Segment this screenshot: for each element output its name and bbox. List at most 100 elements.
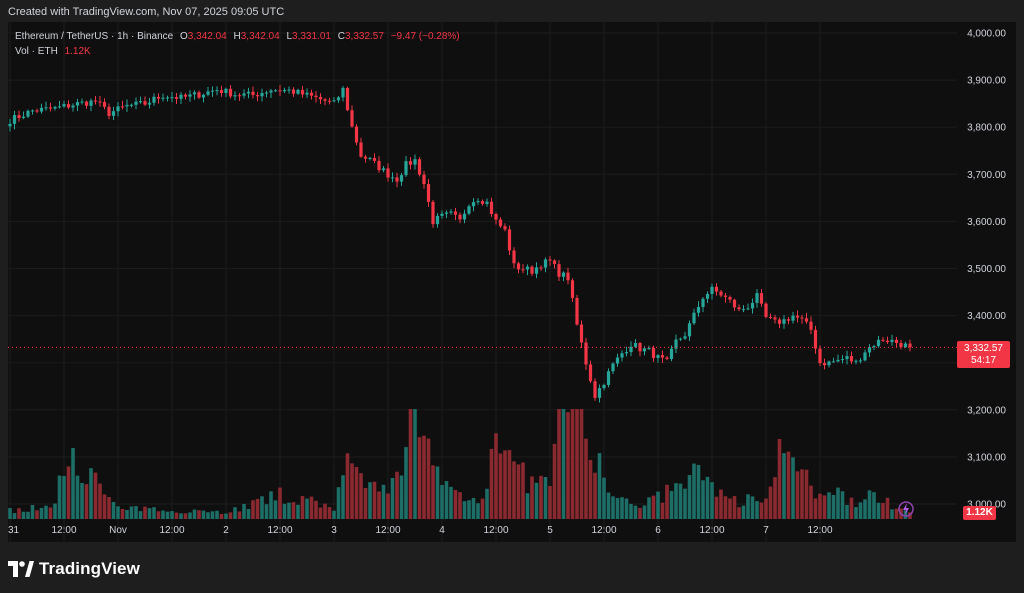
candle-body	[782, 319, 786, 324]
candle-body	[453, 211, 458, 215]
symbol-title[interactable]: Ethereum / TetherUS · 1h · Binance	[15, 31, 174, 42]
volume-bar	[710, 482, 714, 519]
volume-bar	[197, 510, 201, 519]
volume-bar	[404, 447, 408, 519]
volume-bar	[579, 409, 584, 519]
time-tick-label: 5	[547, 525, 553, 536]
volume-bar	[503, 450, 507, 519]
volume-bar	[552, 443, 557, 519]
candle-body	[269, 90, 273, 93]
volume-bar	[782, 453, 786, 519]
volume-bar	[242, 503, 246, 519]
time-tick-label: 7	[763, 525, 769, 536]
tradingview-logo-icon	[8, 561, 34, 577]
volume-bar	[660, 502, 665, 519]
price-tick-label: 3,400.00	[967, 311, 1006, 322]
candle-body	[741, 309, 746, 311]
time-tick-label: 12:00	[375, 525, 400, 536]
volume-bar	[408, 409, 413, 519]
volume-bar	[260, 496, 264, 519]
price-tick-label: 3,000.00	[967, 500, 1006, 511]
volume-bar	[309, 496, 314, 519]
candle-body	[867, 347, 872, 353]
volume-bar	[516, 464, 521, 519]
volume-bar	[521, 462, 525, 519]
candle-body	[723, 295, 728, 298]
candle-body	[516, 263, 521, 270]
candle-body	[683, 336, 687, 339]
volume-bar	[21, 511, 26, 519]
volume-bar	[530, 476, 534, 519]
candle-body	[282, 89, 287, 92]
volume-bar	[809, 485, 813, 519]
volume-bar	[422, 435, 426, 519]
candle-body	[12, 115, 17, 124]
volume-bar	[890, 509, 894, 519]
volume-bar	[57, 475, 62, 519]
volume-bar	[431, 465, 435, 519]
volume-bar	[624, 498, 629, 519]
volume-bar	[170, 511, 174, 519]
lightning-icon[interactable]	[898, 501, 914, 517]
volume-bar	[881, 502, 885, 519]
volume-bar	[228, 512, 233, 519]
candle-body	[98, 101, 102, 103]
candle-body	[696, 306, 701, 313]
volume-bar	[642, 505, 647, 519]
volume-bar	[291, 502, 296, 519]
candle-body	[489, 201, 494, 215]
candle-body	[822, 363, 827, 366]
candle-body	[755, 293, 759, 303]
volume-bar	[206, 512, 210, 519]
volume-row: Vol · ETH 1.12K	[15, 44, 460, 59]
volume-bar	[764, 498, 768, 519]
candle-body	[827, 361, 831, 366]
candle-body	[219, 90, 224, 94]
volume-bar	[444, 481, 449, 519]
time-tick-label: Nov	[109, 525, 127, 536]
volume-bar	[557, 409, 561, 519]
candle-body	[147, 102, 152, 105]
candle-body	[404, 161, 408, 176]
candle-body	[521, 269, 525, 271]
candle-body	[233, 95, 237, 97]
volume-bar	[192, 509, 197, 519]
volume-bar	[485, 488, 489, 519]
volume-bar	[791, 457, 795, 519]
volume-bar	[426, 438, 431, 519]
volume-bar	[629, 503, 633, 519]
chart-panel[interactable]	[8, 22, 1016, 542]
close-label: C	[337, 31, 345, 42]
candle-body	[273, 90, 278, 92]
time-tick-label: 4	[439, 525, 445, 536]
candle-body	[858, 360, 863, 362]
candle-body	[143, 101, 147, 105]
volume-bar	[651, 495, 656, 519]
volume-bar	[255, 498, 260, 519]
candle-body	[804, 318, 809, 322]
volume-bar	[278, 487, 282, 519]
candle-body	[899, 342, 903, 348]
candle-body	[327, 100, 332, 102]
ohlc-row: Ethereum / TetherUS · 1h · Binance O3,34…	[15, 29, 460, 44]
high-value: 3,342.04	[240, 31, 280, 42]
volume-label[interactable]: Vol · ETH	[15, 46, 58, 57]
candle-body	[471, 202, 476, 207]
candle-body	[390, 177, 395, 179]
candle-body	[201, 94, 206, 98]
candle-body	[746, 308, 750, 310]
candle-body	[44, 107, 48, 109]
footer-brand[interactable]: TradingView	[8, 555, 140, 583]
volume-bar	[359, 473, 363, 519]
candle-body	[287, 89, 291, 91]
candle-body	[309, 92, 314, 96]
candle-body	[845, 356, 849, 360]
candle-body	[116, 106, 120, 112]
candle-body	[107, 106, 111, 116]
low-value: 3,331.01	[292, 31, 331, 42]
candle-body	[197, 92, 201, 98]
candle-body	[408, 161, 413, 165]
candle-body	[89, 100, 93, 106]
candle-body	[192, 92, 197, 95]
